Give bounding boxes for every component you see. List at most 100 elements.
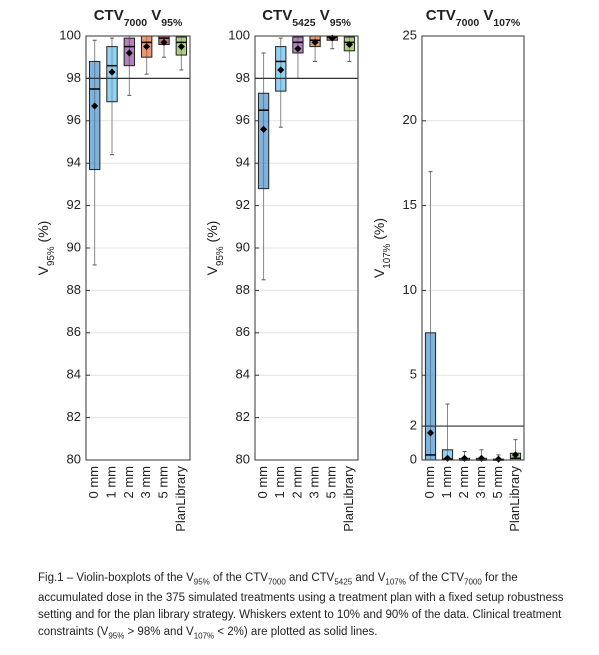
subscript: 7000 <box>267 577 286 587</box>
y-tick-label: 100 <box>228 27 250 42</box>
box <box>88 60 101 171</box>
subscript: 95% <box>108 631 125 641</box>
y-tick-label: 20 <box>403 112 417 127</box>
caption-text: and V <box>352 572 386 584</box>
chart-title: CTV5425 V95% <box>262 7 351 29</box>
subscript: 107% <box>493 17 521 29</box>
y-tick-label: 88 <box>67 282 81 297</box>
x-tick-label: 2 mm <box>121 466 136 499</box>
y-tick-label: 90 <box>67 239 81 254</box>
y-tick-label: 96 <box>236 112 250 127</box>
y-tick-label: 80 <box>67 451 81 466</box>
x-tick-label: PlanLibrary <box>173 466 188 532</box>
x-tick-label: 2 mm <box>289 466 304 499</box>
y-tick-label: 0 <box>410 451 417 466</box>
y-tick-label: 84 <box>236 367 250 382</box>
subscript: 107% <box>193 631 215 641</box>
subscript: 95% <box>161 17 183 29</box>
y-tick-label: 82 <box>67 409 81 424</box>
x-tick-label: 3 mm <box>138 466 153 499</box>
subscript: 7000 <box>456 17 480 29</box>
subscript: 5425 <box>292 17 316 29</box>
subscript: 7000 <box>464 577 482 587</box>
y-tick-label: 86 <box>67 324 81 339</box>
x-tick-label: 5 mm <box>155 466 170 499</box>
y-tick-label: 82 <box>236 409 250 424</box>
y-tick-label: 88 <box>236 282 250 297</box>
subscript: 107% <box>382 243 393 268</box>
y-axis-label: V107% (%) <box>371 218 393 278</box>
y-tick-label: 98 <box>236 70 250 85</box>
caption: Fig.1 – Violin-boxplots of the V95% of t… <box>38 570 586 645</box>
text-run: V <box>316 7 330 24</box>
chart-title: CTV7000 V95% <box>94 7 183 29</box>
y-tick-label: 80 <box>236 451 250 466</box>
mean <box>460 454 469 462</box>
x-tick-label: 3 mm <box>473 466 488 499</box>
box <box>257 92 270 190</box>
caption-text: of the CTV <box>209 572 268 584</box>
x-tick-label: 5 mm <box>324 466 339 499</box>
y-axis-label: V95% (%) <box>35 221 57 276</box>
mean <box>260 125 268 133</box>
mean <box>426 429 435 437</box>
y-tick-label: 100 <box>59 27 81 42</box>
y-tick-label: 86 <box>236 324 250 339</box>
x-tick-label: PlanLibrary <box>507 466 522 532</box>
y-tick-label: 92 <box>236 197 250 212</box>
subscript: 107% <box>385 577 406 587</box>
caption-text: and CTV <box>285 572 335 584</box>
mean <box>91 102 99 110</box>
mean <box>494 455 503 463</box>
caption-text: < 2%) are plotted as solid lines. <box>214 626 378 639</box>
caption-text: for the accumulated dose in the 375 simu… <box>38 572 564 639</box>
y-tick-label: 15 <box>403 197 417 212</box>
y-tick-label: 94 <box>67 155 81 170</box>
mean <box>160 38 168 46</box>
text-run: (%) <box>35 221 51 247</box>
y-tick-label: 10 <box>403 282 417 297</box>
x-tick-label: 1 mm <box>272 466 287 499</box>
subscript: 95% <box>215 246 226 266</box>
x-tick-label: 2 mm <box>456 466 471 499</box>
x-tick-label: 0 mm <box>422 466 437 499</box>
x-tick-label: 5 mm <box>490 466 505 499</box>
subscript: 95% <box>46 246 57 266</box>
y-tick-label: 90 <box>236 239 250 254</box>
y-tick-label: 84 <box>67 367 81 382</box>
subscript: 5425 <box>334 577 353 587</box>
y-tick-label: 25 <box>403 27 417 42</box>
box <box>292 36 304 54</box>
x-tick-label: PlanLibrary <box>341 466 356 532</box>
plot-frame <box>421 35 525 461</box>
mean <box>143 43 151 51</box>
text-run: V <box>204 265 220 275</box>
plot-frame <box>85 35 191 461</box>
text-run: (%) <box>204 221 220 247</box>
y-axis-label: V95% (%) <box>204 221 226 276</box>
x-tick-label: 1 mm <box>439 466 454 499</box>
text-run: CTV <box>94 7 124 24</box>
y-tick-label: 5 <box>410 367 417 382</box>
caption-text: Fig.1 – Violin-boxplots of the V <box>38 572 194 584</box>
y-tick-label: 92 <box>67 197 81 212</box>
x-tick-label: 3 mm <box>307 466 322 499</box>
subscript: 95% <box>193 577 210 587</box>
mean <box>277 66 285 74</box>
text-run: CTV <box>426 7 456 24</box>
y-tick-label: 98 <box>67 70 81 85</box>
text-run: (%) <box>371 218 387 244</box>
y-tick-label: 94 <box>236 155 250 170</box>
text-run: V <box>371 268 387 278</box>
mean <box>477 454 486 462</box>
caption-text: of the CTV <box>405 572 465 584</box>
x-tick-label: 1 mm <box>103 466 118 499</box>
mean <box>311 38 319 46</box>
mean <box>108 68 116 76</box>
x-tick-label: 0 mm <box>86 466 101 499</box>
mean <box>177 43 185 51</box>
plot-frame <box>254 35 359 461</box>
mean <box>294 45 302 53</box>
mean <box>345 40 353 49</box>
